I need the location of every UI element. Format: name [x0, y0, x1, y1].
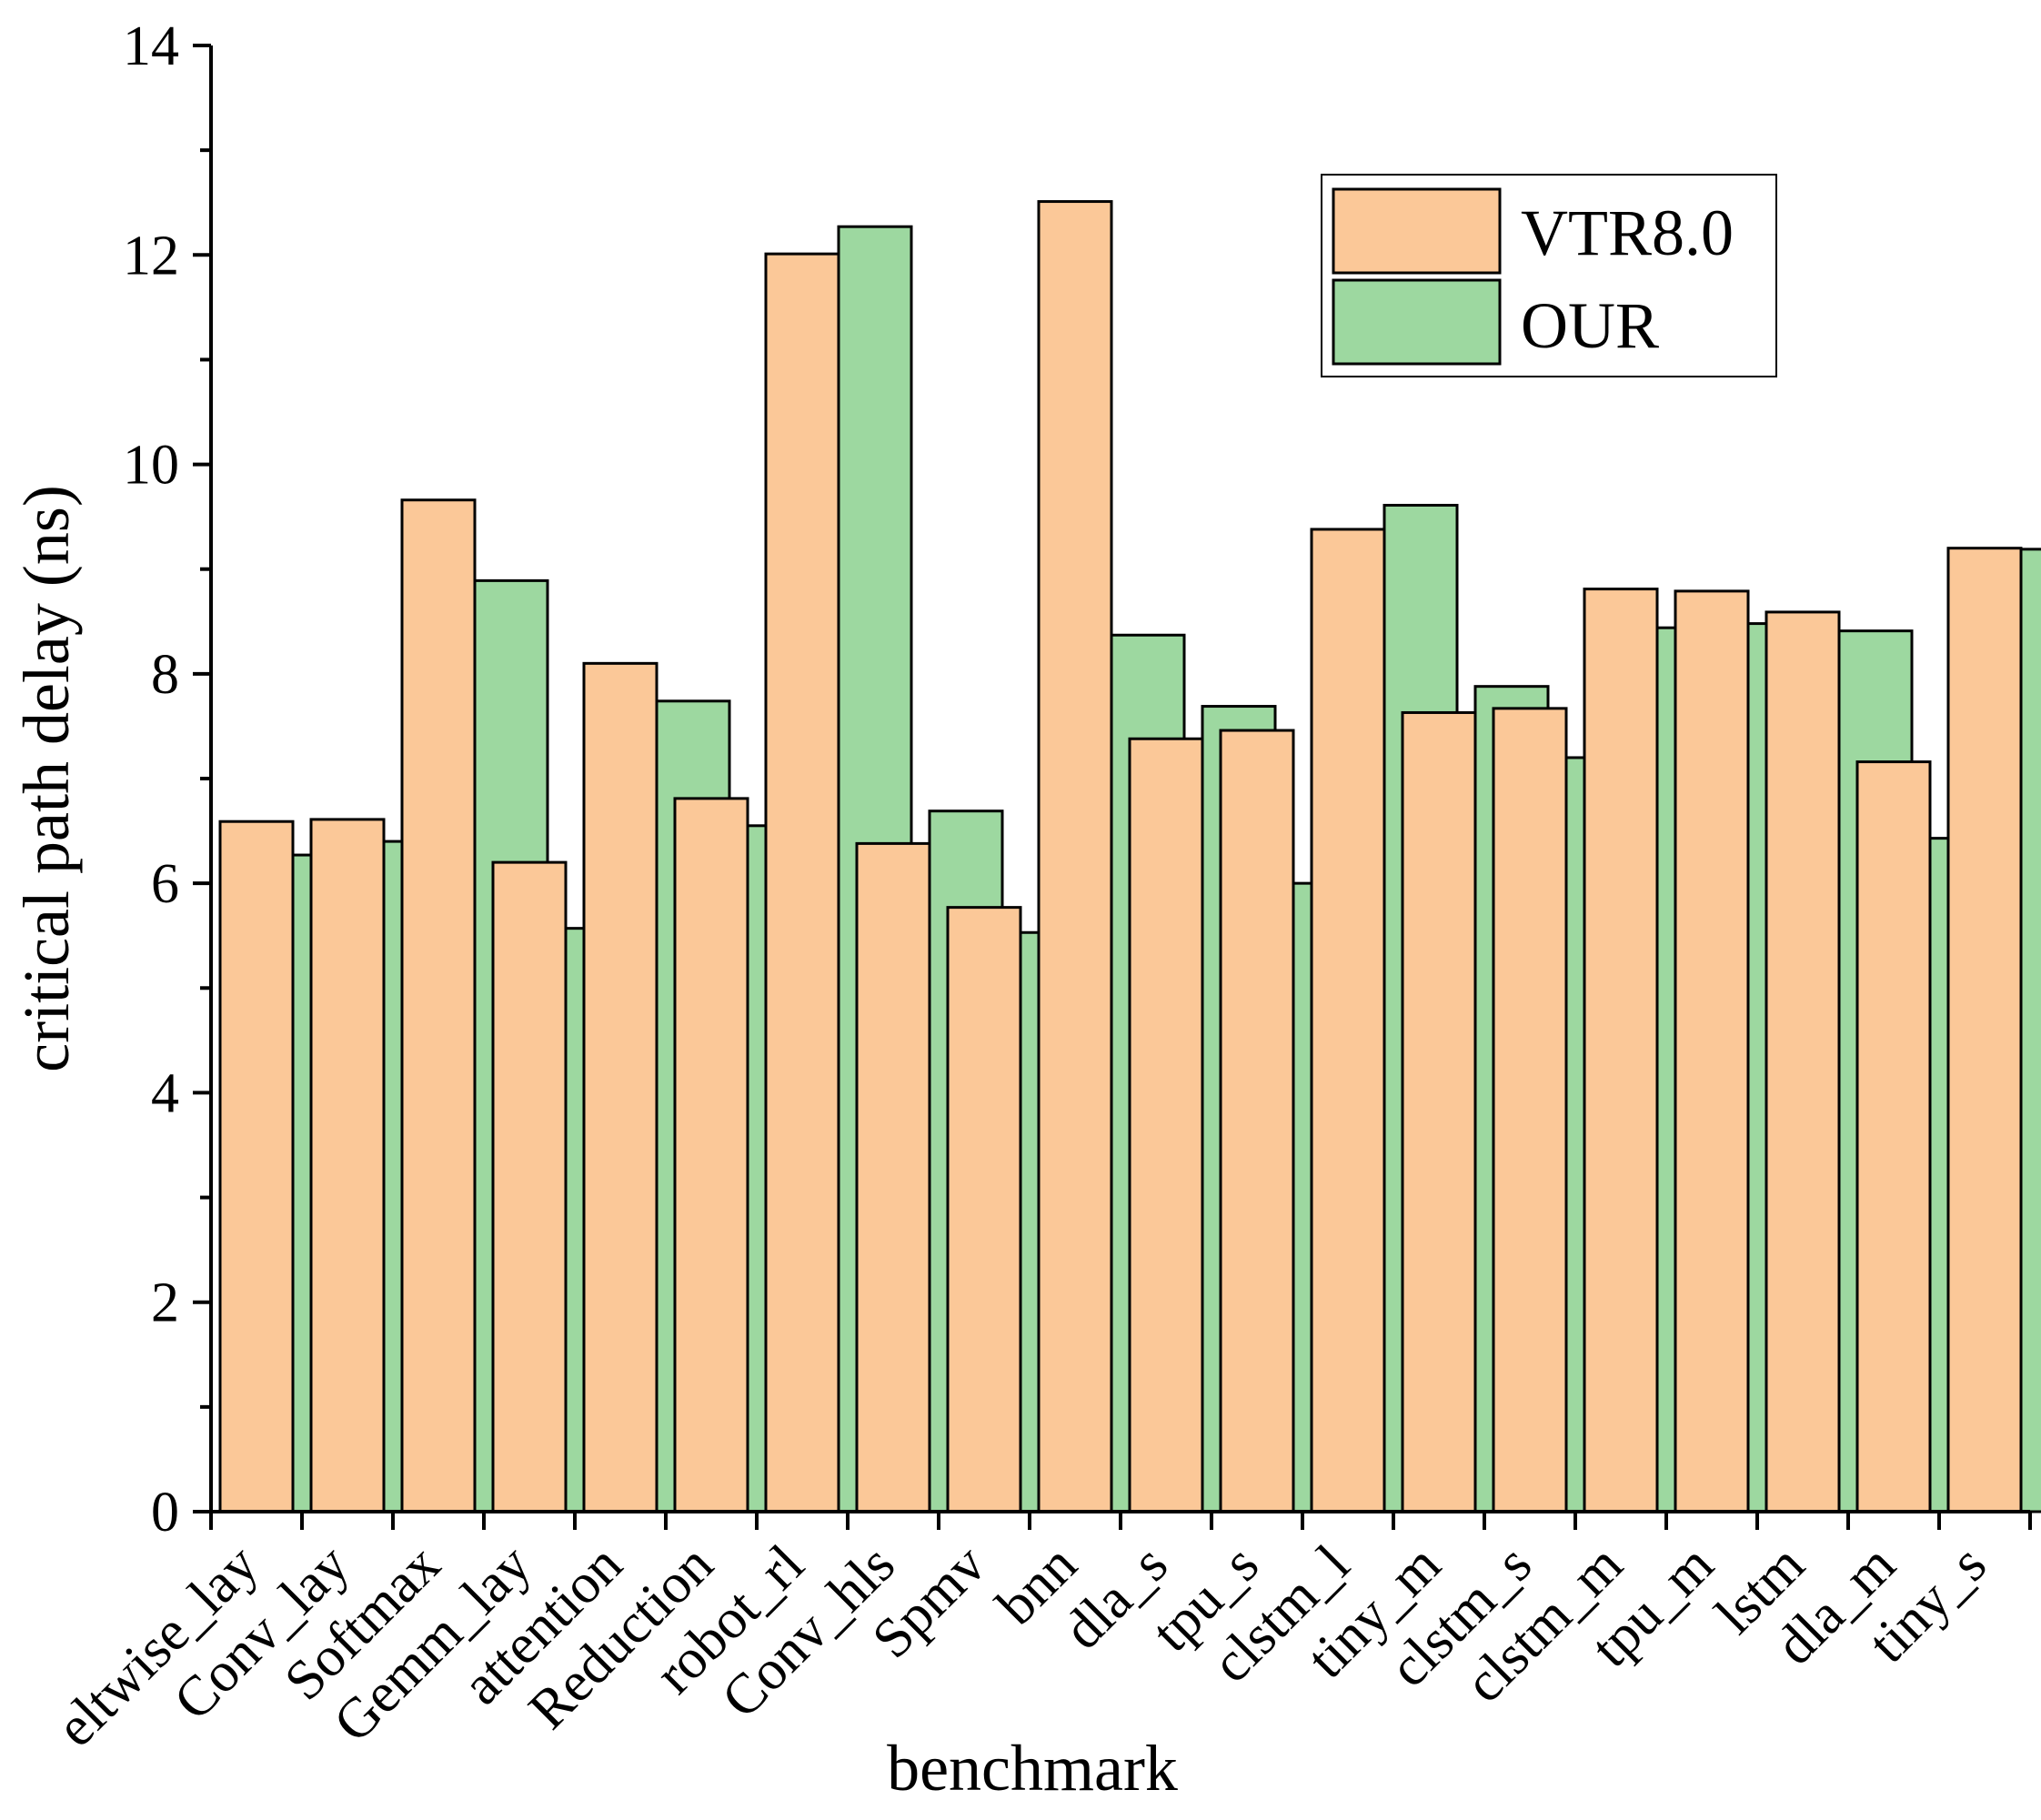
bar-vtr8-conv-hls	[855, 841, 931, 1513]
x-axis-title: benchmark	[887, 1732, 1178, 1805]
bar-vtr8-attention	[582, 661, 659, 1513]
bar-vtr8-robot-rl	[764, 252, 840, 1513]
y-axis-title: critical path delay (ns)	[10, 485, 83, 1072]
bar-vtr8-tiny-s	[1946, 547, 2023, 1513]
bar-vtr8-eltwise-lay	[218, 820, 295, 1513]
bar-vtr8-conv-lay	[309, 818, 386, 1513]
bars-layer	[218, 200, 2041, 1513]
bar-vtr8-tpu-s	[1219, 729, 1295, 1513]
y-ticks-layer: 0 2 4 6 8 10 12 14	[123, 15, 211, 1543]
y-tick-label: 14	[123, 15, 179, 77]
y-tick-label: 2	[151, 1272, 179, 1334]
bar-vtr8-clstm-s	[1492, 707, 1568, 1513]
legend-swatch-our	[1332, 278, 1502, 366]
bar-vtr8-tiny-m	[1401, 710, 1477, 1513]
x-ticks-layer: eltwise_layConv_laySoftmaxGemm_layattent…	[45, 1512, 2032, 1759]
bar-vtr8-bnn	[1037, 200, 1113, 1513]
y-tick-label: 12	[123, 225, 179, 287]
bar-vtr8-lstm	[1765, 610, 1841, 1513]
y-tick-label: 0	[151, 1482, 179, 1543]
bar-vtr8-dla-s	[1128, 737, 1204, 1513]
legend-swatch-vtr8	[1332, 187, 1502, 275]
bar-vtr8-dla-m	[1855, 760, 1932, 1513]
bar-vtr8-spmv	[946, 906, 1022, 1513]
y-tick-label: 6	[151, 853, 179, 915]
legend: VTR8.0 OUR	[1321, 174, 1777, 377]
y-tick-label: 4	[151, 1062, 179, 1124]
bar-vtr8-reduction	[673, 797, 749, 1513]
x-category-label: dla_s	[1051, 1533, 1180, 1662]
legend-label-vtr8: VTR8.0	[1521, 196, 1734, 269]
y-tick-label: 8	[151, 644, 179, 706]
bar-vtr8-softmax	[400, 498, 477, 1513]
bar-vtr8-gemm-lay	[491, 860, 568, 1513]
bar-our-tiny-s	[2019, 548, 2041, 1513]
legend-label-our: OUR	[1521, 289, 1659, 362]
bar-vtr8-clstm-m	[1583, 588, 1659, 1513]
bar-vtr8-tpu-m	[1674, 589, 1750, 1513]
bar-vtr8-clstm-l	[1310, 528, 1386, 1513]
y-tick-label: 10	[123, 435, 179, 497]
